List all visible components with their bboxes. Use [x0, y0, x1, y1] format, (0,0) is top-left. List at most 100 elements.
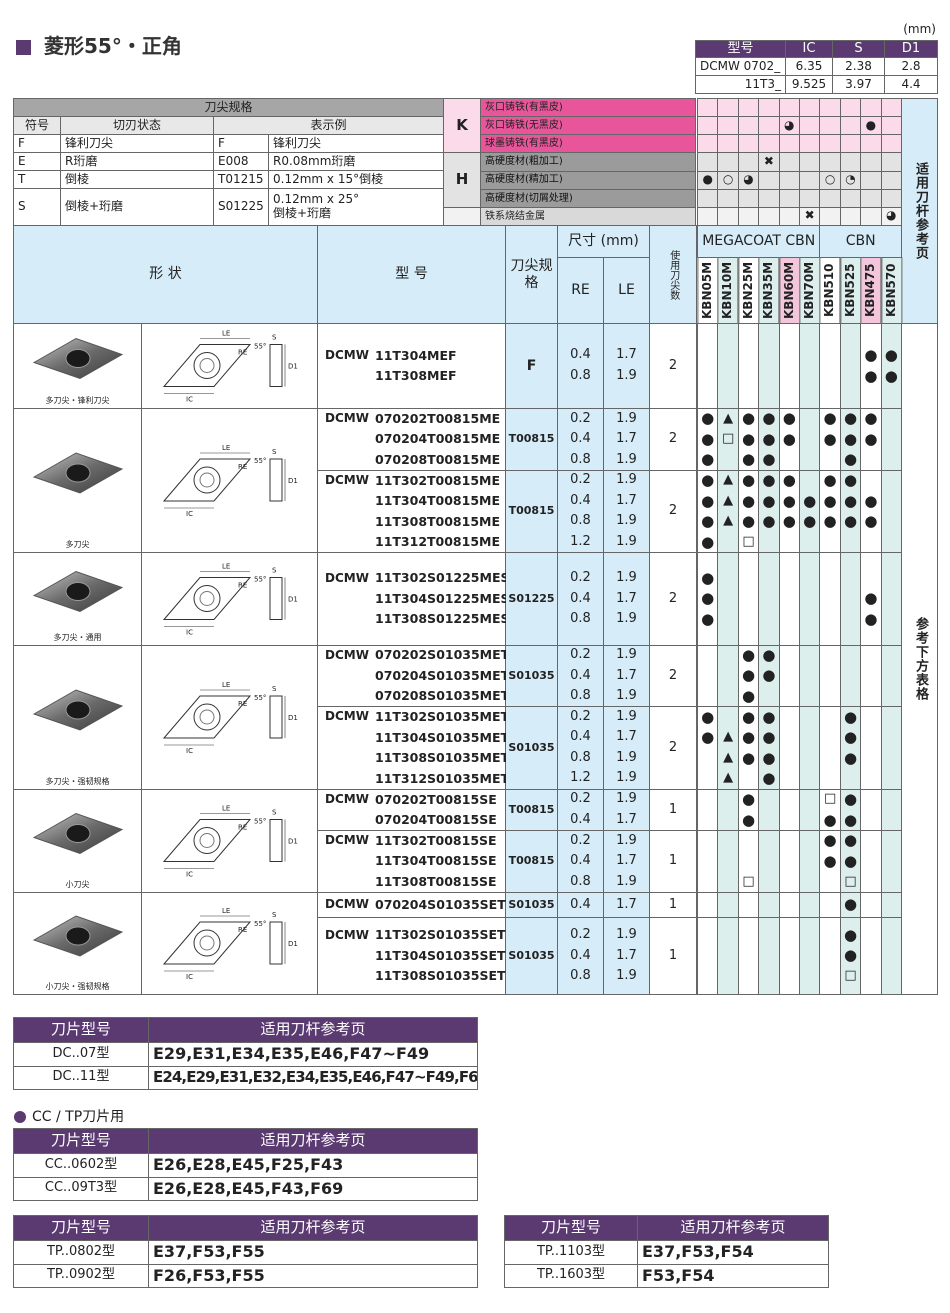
re-value: 0.4 [570, 811, 591, 827]
le-value: 1.9 [616, 367, 637, 383]
grade-mark: □ [721, 431, 735, 447]
material-cell [880, 152, 902, 172]
re-value: 1.2 [570, 770, 591, 786]
material-group: K [443, 98, 481, 154]
model-prefix: DCMW [325, 927, 369, 942]
grade-mark: ● [823, 512, 837, 531]
material-cell [860, 98, 882, 118]
model-code: 11T304MEF [375, 347, 457, 363]
material-mark: ✖ [758, 152, 780, 172]
grade-mark: ▲ [723, 472, 734, 488]
dim-header: IC [785, 40, 833, 58]
model-prefix: DCMW [325, 411, 369, 426]
material-cell [860, 134, 882, 154]
grade-name: KBN25M [737, 257, 760, 324]
grade-mark: ● [803, 491, 817, 510]
grade-cell [778, 830, 800, 893]
grade-mark: ● [762, 666, 776, 685]
dim-cell: 3.97 [832, 75, 885, 94]
grade-mark: ● [741, 645, 756, 664]
legend-desc: 0.12mm x 25° 倒棱+珩磨 [268, 188, 444, 226]
le-value: 1.9 [616, 770, 637, 786]
edge-cell: T00815 [505, 789, 558, 831]
diagram-label: RE [238, 926, 247, 934]
holder-header: 刀片型号 [13, 1215, 149, 1241]
le-value: 1.9 [616, 611, 637, 627]
legend-code: S [13, 188, 61, 226]
le-value: 1.7 [616, 667, 637, 683]
re-value: 0.2 [570, 472, 591, 488]
re-value: 0.8 [570, 749, 591, 765]
re-value: 0.4 [570, 853, 591, 869]
grade-mark: ● [843, 491, 858, 510]
material-cell [880, 170, 902, 190]
grade-mark: ● [782, 491, 796, 510]
insert-diagram: LE RE 55° S D1 IC [162, 907, 298, 981]
le-cell [603, 706, 650, 790]
diagram-label: S [272, 911, 277, 919]
model-code: 11T312S01035MET [375, 770, 506, 786]
grade-cell [717, 830, 739, 893]
grade-cell [799, 917, 821, 995]
dim-cell: 9.525 [785, 75, 833, 94]
diagram-label: D1 [288, 363, 298, 371]
grade-cell [860, 645, 882, 707]
dim-header: 型号 [695, 40, 786, 58]
model-code: 11T308S01035SET [375, 968, 506, 984]
material-cell [737, 188, 760, 208]
grade-mark: ● [884, 346, 898, 365]
material-cell [839, 98, 862, 118]
title-marker [16, 40, 31, 55]
material-cell [737, 134, 760, 154]
le-value: 1.9 [616, 873, 637, 889]
model-code: 11T304T00815ME [375, 493, 501, 509]
re-value: 0.2 [570, 570, 591, 586]
diagram-label: S [272, 567, 277, 575]
grade-cell [799, 706, 821, 790]
shape-label: 多刀尖・通用 [53, 632, 102, 642]
grade-mark: ● [741, 450, 756, 469]
grade-mark: ● [701, 471, 715, 490]
grade-mark: ● [701, 532, 715, 551]
dim-cell: 4.4 [884, 75, 938, 94]
grade-mark: ● [843, 471, 858, 490]
material-cell [860, 152, 882, 172]
holder-header: 适用刀杆参考页 [637, 1215, 829, 1241]
grade-mark: ● [823, 851, 837, 870]
model-prefix: DCMW [325, 897, 369, 912]
diagram-label: RE [238, 582, 247, 590]
material-name: 高硬度材(切屑处理) [480, 188, 696, 208]
re-value: 0.8 [570, 367, 591, 383]
grade-mark: ● [823, 429, 837, 448]
material-cell [697, 116, 719, 136]
material-cell [819, 134, 841, 154]
model-code: 11T304T00815SE [375, 853, 497, 869]
re-value: 0.4 [570, 590, 591, 606]
grade-cell [799, 552, 821, 646]
diagram-label: IC [186, 510, 193, 518]
grade-name: KBN475 [860, 257, 882, 324]
grade-name: KBN60M [778, 257, 800, 324]
material-cell [758, 170, 780, 190]
model-code: 070204S01035MET [375, 667, 506, 683]
holder-header: 刀片型号 [504, 1215, 638, 1241]
material-cell [717, 116, 739, 136]
grade-mark: ● [823, 491, 837, 510]
holder-pages: E37,F53,F55 [148, 1240, 478, 1265]
grade-cell [737, 323, 760, 409]
grade-mark: ● [701, 728, 715, 747]
holder-header: 适用刀杆参考页 [148, 1128, 478, 1154]
legend-code: E [13, 152, 61, 171]
dim-header: S [832, 40, 885, 58]
le-value: 1.7 [616, 347, 637, 363]
grade-mark: ● [741, 707, 756, 726]
grade-cell [737, 917, 760, 995]
model-code: 11T312T00815ME [375, 534, 501, 550]
model-code: 070204T00815SE [375, 812, 497, 828]
grade-cell [697, 892, 719, 918]
grade-cell [758, 917, 780, 995]
grade-cell [799, 830, 821, 893]
diagram-label: IC [186, 396, 193, 404]
model-prefix: DCMW [325, 347, 369, 362]
shape-diagram: LE RE 55° S D1 IC [141, 408, 318, 553]
